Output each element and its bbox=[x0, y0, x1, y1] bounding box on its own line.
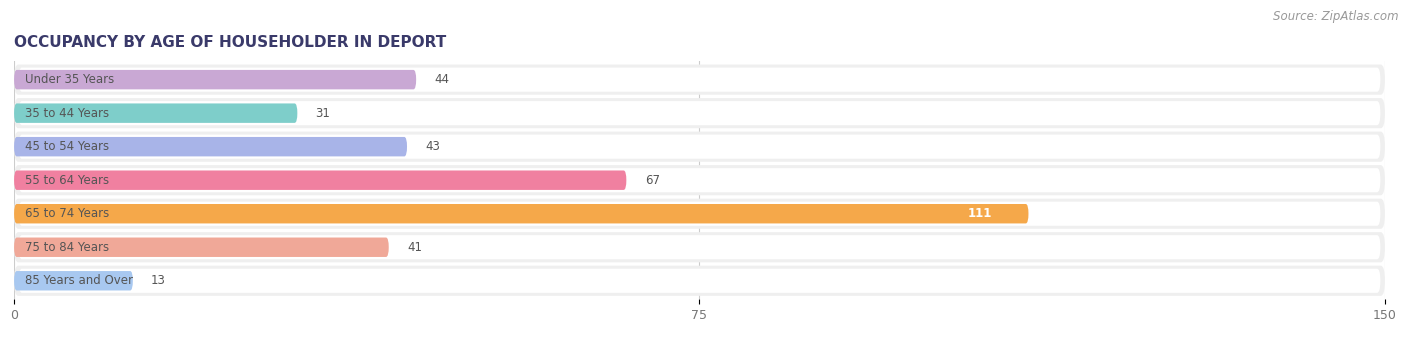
FancyBboxPatch shape bbox=[18, 269, 1381, 293]
FancyBboxPatch shape bbox=[18, 101, 1381, 125]
Text: 13: 13 bbox=[152, 274, 166, 287]
FancyBboxPatch shape bbox=[18, 168, 1381, 192]
FancyBboxPatch shape bbox=[14, 199, 1385, 229]
FancyBboxPatch shape bbox=[14, 266, 1385, 296]
Text: 111: 111 bbox=[967, 207, 993, 220]
FancyBboxPatch shape bbox=[18, 135, 1381, 159]
Text: 67: 67 bbox=[645, 174, 659, 187]
Text: 31: 31 bbox=[316, 107, 330, 120]
Text: 75 to 84 Years: 75 to 84 Years bbox=[25, 241, 110, 254]
FancyBboxPatch shape bbox=[14, 165, 1385, 195]
FancyBboxPatch shape bbox=[14, 204, 1029, 223]
FancyBboxPatch shape bbox=[14, 98, 1385, 128]
Text: 55 to 64 Years: 55 to 64 Years bbox=[25, 174, 110, 187]
FancyBboxPatch shape bbox=[14, 103, 298, 123]
Text: 44: 44 bbox=[434, 73, 450, 86]
FancyBboxPatch shape bbox=[18, 235, 1381, 259]
Text: Under 35 Years: Under 35 Years bbox=[25, 73, 114, 86]
FancyBboxPatch shape bbox=[14, 137, 408, 156]
Text: 35 to 44 Years: 35 to 44 Years bbox=[25, 107, 110, 120]
Text: 41: 41 bbox=[408, 241, 422, 254]
FancyBboxPatch shape bbox=[14, 271, 134, 290]
FancyBboxPatch shape bbox=[14, 132, 1385, 162]
FancyBboxPatch shape bbox=[14, 170, 627, 190]
FancyBboxPatch shape bbox=[14, 232, 1385, 262]
Text: 45 to 54 Years: 45 to 54 Years bbox=[25, 140, 110, 153]
FancyBboxPatch shape bbox=[18, 68, 1381, 92]
Text: 65 to 74 Years: 65 to 74 Years bbox=[25, 207, 110, 220]
FancyBboxPatch shape bbox=[14, 238, 389, 257]
FancyBboxPatch shape bbox=[14, 65, 1385, 95]
Text: OCCUPANCY BY AGE OF HOUSEHOLDER IN DEPORT: OCCUPANCY BY AGE OF HOUSEHOLDER IN DEPOR… bbox=[14, 35, 446, 50]
FancyBboxPatch shape bbox=[18, 202, 1381, 226]
Text: Source: ZipAtlas.com: Source: ZipAtlas.com bbox=[1274, 10, 1399, 23]
Text: 43: 43 bbox=[426, 140, 440, 153]
Text: 85 Years and Over: 85 Years and Over bbox=[25, 274, 134, 287]
FancyBboxPatch shape bbox=[14, 70, 416, 89]
